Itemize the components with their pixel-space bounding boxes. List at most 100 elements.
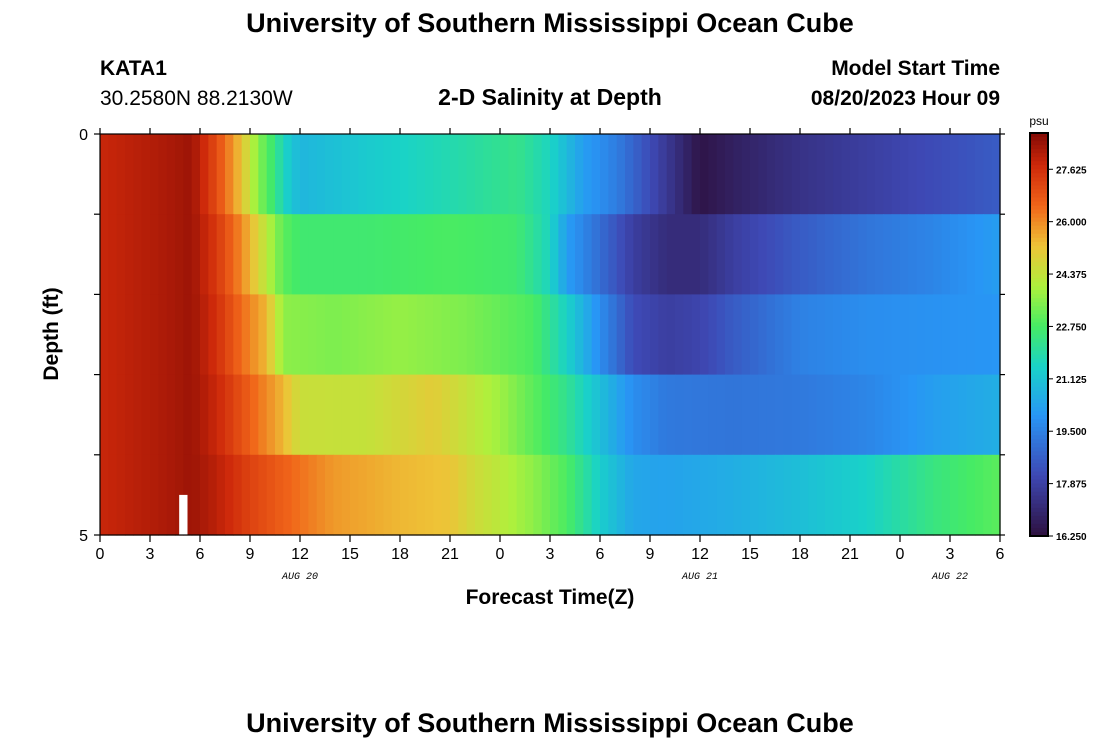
heatmap-cell [375, 214, 384, 295]
heatmap-cell [750, 214, 759, 295]
heatmap-cell [575, 374, 584, 456]
colorbar-tick-label: 27.625 [1056, 165, 1087, 176]
colorbar-segment [1030, 411, 1048, 416]
colorbar-segment [1030, 358, 1048, 364]
model-start-label: Model Start Time [831, 57, 1000, 80]
colorbar-segment [1030, 475, 1048, 481]
heatmap-cell [566, 294, 576, 376]
heatmap-cell [575, 454, 584, 536]
colorbar-segment [1030, 330, 1048, 336]
heatmap-cell [358, 214, 368, 295]
heatmap-cell [758, 134, 768, 215]
heatmap-cell [450, 454, 459, 536]
heatmap-cell [475, 134, 484, 215]
heatmap-cell [883, 214, 893, 295]
colorbar-tick-label: 21.125 [1056, 375, 1087, 386]
colorbar-segment [1030, 165, 1048, 170]
heatmap-cell [258, 294, 268, 376]
heatmap-cell [333, 214, 343, 295]
heatmap-cell [450, 294, 459, 376]
heatmap-cell [250, 374, 259, 456]
heatmap-cell [316, 134, 326, 215]
heatmap-cell [558, 454, 568, 536]
heatmap-cell [650, 134, 659, 215]
heatmap-cell [466, 454, 476, 536]
heatmap-cell [650, 374, 659, 456]
heatmap-cell [958, 134, 968, 215]
colorbar-segment [1030, 386, 1048, 392]
heatmap-cell [566, 454, 576, 536]
heatmap-cell [258, 454, 268, 536]
heatmap-cell [591, 454, 601, 536]
heatmap-cell [358, 294, 368, 376]
heatmap-cell [858, 374, 868, 456]
heatmap-cell [958, 374, 968, 456]
heatmap-cell [416, 214, 426, 295]
heatmap-cell [166, 374, 176, 456]
heatmap-cell [833, 374, 843, 456]
heatmap-cell [341, 214, 351, 295]
colorbar-segment [1030, 306, 1048, 311]
x-axis-title: Forecast Time(Z) [466, 586, 635, 609]
heatmap-cell [133, 374, 143, 456]
heatmap-cell [150, 214, 159, 295]
heatmap-cell [266, 374, 276, 456]
heatmap-cell [100, 374, 109, 456]
heatmap-cell [275, 134, 284, 215]
heatmap-cell [825, 294, 834, 376]
colorbar-segment [1030, 181, 1048, 186]
heatmap-cell [141, 294, 151, 376]
heatmap-cell [441, 374, 451, 456]
heatmap-cell [108, 214, 118, 295]
heatmap-cell [216, 134, 226, 215]
heatmap-cell [583, 134, 593, 215]
heatmap-cell [583, 294, 593, 376]
heatmap-cell [741, 294, 751, 376]
heatmap-cell [183, 374, 193, 456]
x-tick-label: 18 [791, 546, 809, 563]
date-label: AUG 22 [931, 572, 968, 583]
heatmap-cell [108, 374, 118, 456]
colorbar-segment [1030, 302, 1048, 307]
heatmap-cell [708, 374, 718, 456]
colorbar-segment [1030, 249, 1048, 255]
heatmap-cell [591, 134, 601, 215]
heatmap-cell [408, 134, 418, 215]
heatmap-cell [958, 214, 968, 295]
heatmap-cell [558, 294, 568, 376]
heatmap-cell [233, 134, 243, 215]
heatmap-cell [700, 294, 709, 376]
y-tick-label: 0 [79, 127, 88, 144]
heatmap-cell [466, 134, 476, 215]
heatmap-cell [900, 374, 909, 456]
heatmap-cell [641, 374, 651, 456]
heatmap-cell [958, 294, 968, 376]
heatmap-cell [458, 374, 468, 456]
heatmap-cell [591, 214, 601, 295]
heatmap-cell [366, 214, 376, 295]
heatmap-cell [900, 134, 909, 215]
heatmap-cell [975, 134, 984, 215]
heatmap-cell [125, 134, 134, 215]
heatmap-cell [316, 454, 326, 536]
heatmap-cell [341, 454, 351, 536]
colorbar-segment [1030, 451, 1048, 456]
colorbar-tick-label: 26.000 [1056, 218, 1087, 229]
heatmap-cell [616, 134, 626, 215]
heatmap-cell [750, 294, 759, 376]
heatmap-cell [300, 214, 309, 295]
heatmap-cell [700, 454, 709, 536]
footer-title: University of Southern Mississippi Ocean… [246, 708, 854, 738]
colorbar-segment [1030, 310, 1048, 315]
heatmap-cell [108, 454, 118, 536]
heatmap-cell [950, 454, 959, 536]
heatmap-cell [891, 374, 901, 456]
colorbar-segment [1030, 403, 1048, 408]
colorbar-segment [1030, 229, 1048, 235]
colorbar-segment [1030, 370, 1048, 376]
colorbar-segment [1030, 322, 1048, 328]
heatmap-cell [433, 454, 443, 536]
heatmap-cell [225, 454, 234, 536]
colorbar-segment [1030, 394, 1048, 400]
heatmap-cell [725, 374, 734, 456]
